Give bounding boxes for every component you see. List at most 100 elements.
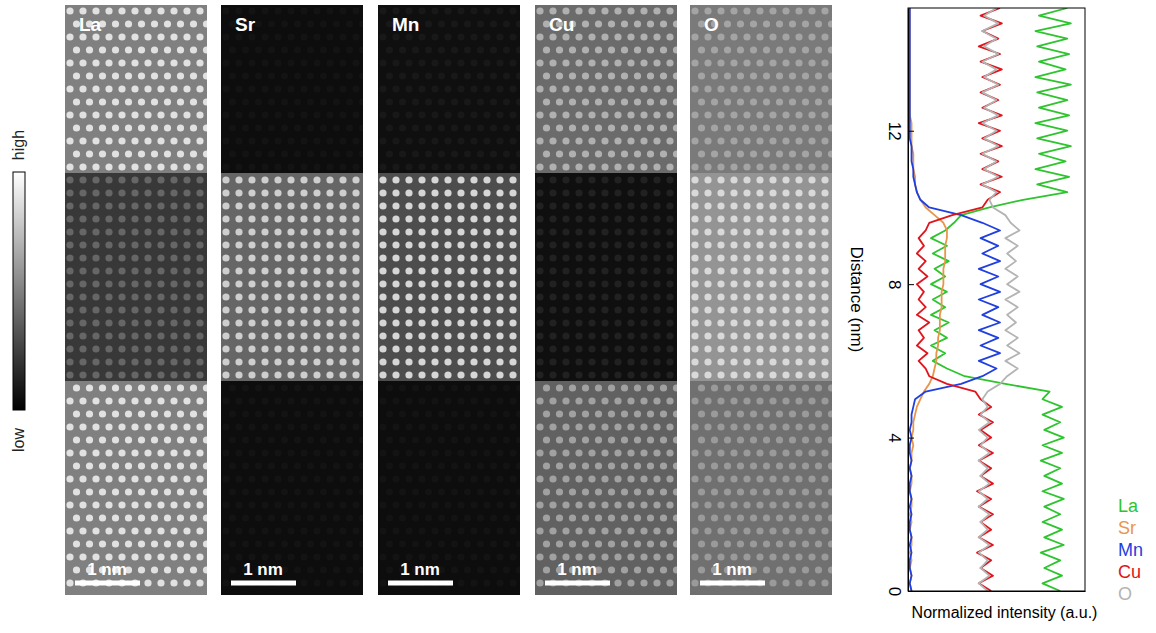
map-atom bbox=[379, 306, 386, 313]
map-atom bbox=[601, 423, 608, 430]
map-atom bbox=[653, 280, 660, 287]
map-atom bbox=[196, 579, 203, 586]
map-atom bbox=[203, 488, 207, 495]
map-atom bbox=[157, 579, 164, 586]
map-atom bbox=[281, 150, 288, 157]
map-atom bbox=[274, 228, 281, 235]
map-atom bbox=[621, 150, 628, 157]
map-atom bbox=[183, 215, 190, 222]
map-atom bbox=[556, 540, 563, 547]
map-atom bbox=[543, 462, 550, 469]
map-atom bbox=[595, 384, 602, 391]
map-atom bbox=[79, 215, 86, 222]
map-atom bbox=[196, 423, 203, 430]
map-atom bbox=[543, 410, 550, 417]
map-region bbox=[221, 5, 363, 173]
map-atom bbox=[274, 111, 281, 118]
map-atom bbox=[222, 553, 229, 560]
map-atom bbox=[496, 345, 503, 352]
map-atom bbox=[125, 150, 132, 157]
map-atom bbox=[614, 228, 621, 235]
map-atom bbox=[222, 397, 229, 404]
map-atom bbox=[248, 423, 255, 430]
map-atom bbox=[352, 228, 359, 235]
map-atom bbox=[112, 20, 119, 27]
map-atom bbox=[326, 345, 333, 352]
map-atom bbox=[569, 436, 576, 443]
map-atom bbox=[125, 488, 132, 495]
map-atom bbox=[300, 137, 307, 144]
map-atom bbox=[431, 306, 438, 313]
map-atom bbox=[399, 72, 406, 79]
map-atom bbox=[112, 540, 119, 547]
map-atom bbox=[79, 189, 86, 196]
map-atom bbox=[320, 566, 327, 573]
map-atom bbox=[666, 267, 673, 274]
map-atom bbox=[660, 46, 667, 53]
map-atom bbox=[73, 124, 80, 131]
map-atom bbox=[222, 306, 229, 313]
map-atom bbox=[86, 72, 93, 79]
map-atom bbox=[313, 371, 320, 378]
map-atom bbox=[418, 241, 425, 248]
map-atom bbox=[614, 176, 621, 183]
map-atom bbox=[601, 397, 608, 404]
map-atom bbox=[183, 501, 190, 508]
map-atom bbox=[627, 176, 634, 183]
map-atom bbox=[536, 449, 543, 456]
map-region bbox=[378, 173, 520, 381]
map-atom bbox=[575, 163, 582, 170]
map-atom bbox=[575, 280, 582, 287]
map-atom bbox=[105, 228, 112, 235]
map-atom bbox=[346, 384, 353, 391]
map-atom bbox=[66, 475, 73, 482]
map-atom bbox=[261, 501, 268, 508]
map-atom bbox=[235, 202, 242, 209]
map-atom bbox=[640, 397, 647, 404]
map-atom bbox=[157, 527, 164, 534]
map-atom bbox=[261, 345, 268, 352]
map-atom bbox=[640, 7, 647, 14]
map-atom bbox=[640, 202, 647, 209]
map-atom bbox=[339, 345, 346, 352]
map-atom bbox=[313, 7, 320, 14]
map-atom bbox=[496, 59, 503, 66]
map-atom bbox=[379, 293, 386, 300]
map-atom bbox=[614, 293, 621, 300]
map-atom bbox=[556, 514, 563, 521]
map-atom bbox=[556, 124, 563, 131]
map-atom bbox=[190, 540, 197, 547]
map-atom bbox=[543, 488, 550, 495]
map-atom bbox=[444, 215, 451, 222]
map-atom bbox=[352, 358, 359, 365]
map-atom bbox=[118, 423, 125, 430]
map-atom bbox=[235, 358, 242, 365]
map-atom bbox=[640, 358, 647, 365]
map-atom bbox=[536, 332, 543, 339]
map-atom bbox=[105, 319, 112, 326]
map-atom bbox=[352, 579, 359, 586]
map-atom bbox=[274, 332, 281, 339]
map-atom bbox=[490, 20, 497, 27]
map-atom bbox=[287, 176, 294, 183]
map-atom bbox=[339, 579, 346, 586]
map-atom bbox=[425, 514, 432, 521]
map-atom bbox=[118, 293, 125, 300]
map-atom bbox=[575, 293, 582, 300]
map-atom bbox=[196, 475, 203, 482]
map-atom bbox=[307, 384, 314, 391]
map-image bbox=[535, 5, 677, 595]
map-atom bbox=[509, 579, 516, 586]
map-atom bbox=[379, 527, 386, 534]
map-atom bbox=[477, 514, 484, 521]
map-atom bbox=[608, 150, 615, 157]
map-atom bbox=[405, 397, 412, 404]
map-atom bbox=[105, 397, 112, 404]
map-atom bbox=[392, 111, 399, 118]
map-atom bbox=[73, 488, 80, 495]
map-atom bbox=[640, 527, 647, 534]
figure: highlowLa1 nmSr1 nmMn1 nmCu1 nmO1 nm0481… bbox=[0, 0, 1156, 633]
map-atom bbox=[634, 46, 641, 53]
map-atom bbox=[138, 462, 145, 469]
map-atom bbox=[92, 202, 99, 209]
